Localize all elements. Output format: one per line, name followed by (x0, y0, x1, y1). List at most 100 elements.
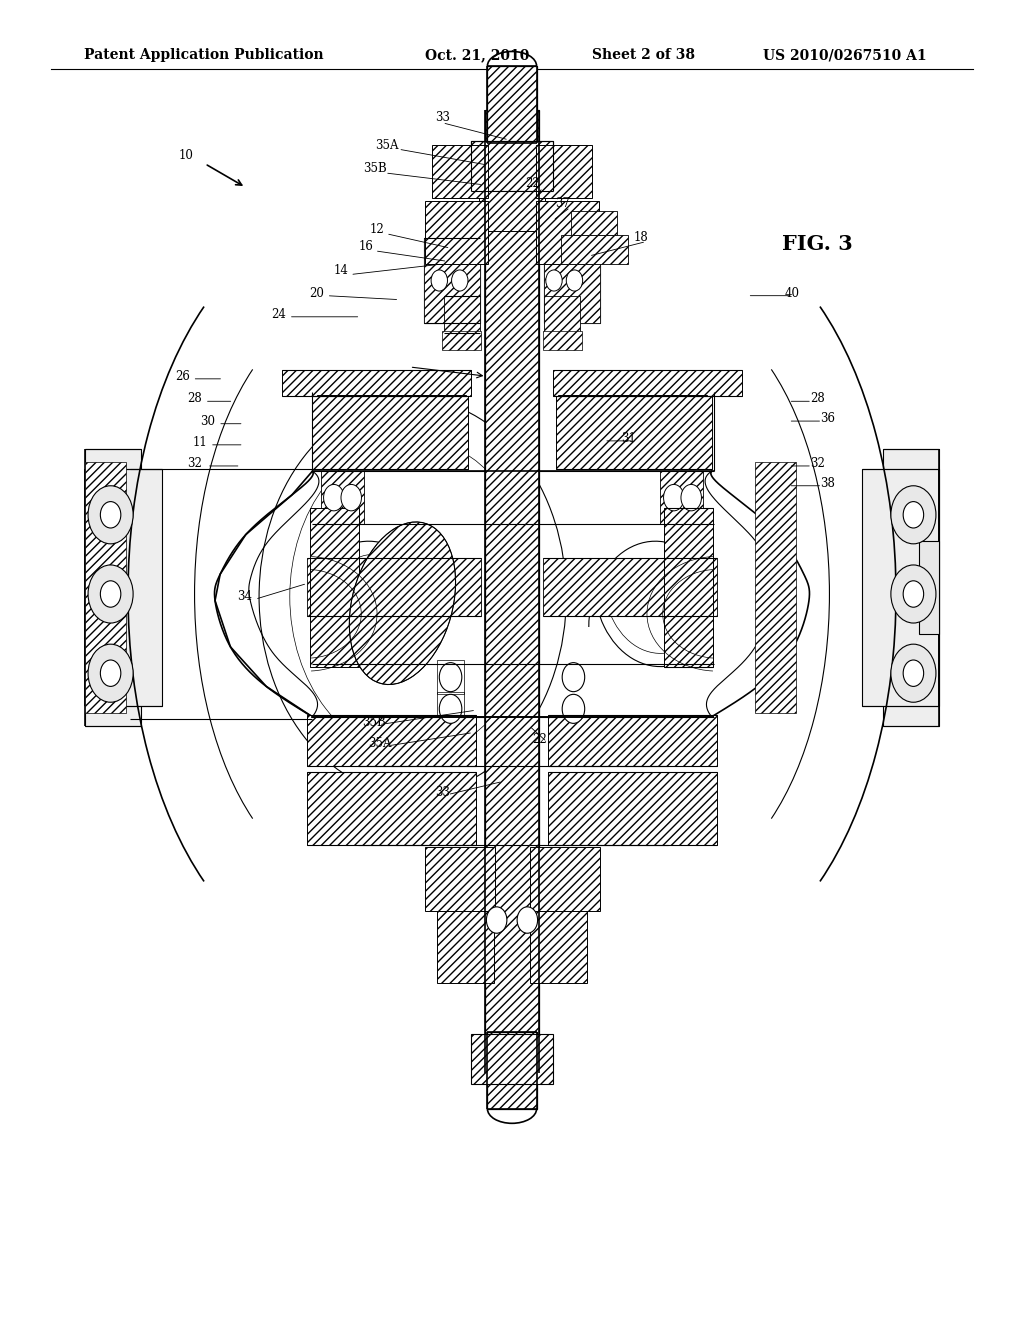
Bar (425, 201, 488, 264)
Text: 28: 28 (187, 392, 202, 405)
Bar (561, 235, 628, 264)
Text: 35A: 35A (376, 139, 398, 152)
Bar (282, 370, 471, 396)
Text: 34: 34 (238, 590, 252, 603)
Bar (471, 141, 553, 191)
Text: 32: 32 (810, 457, 824, 470)
Text: 40: 40 (785, 286, 800, 300)
Text: 36: 36 (820, 412, 835, 425)
Circle shape (903, 660, 924, 686)
Circle shape (324, 484, 344, 511)
Circle shape (891, 486, 936, 544)
Bar (919, 541, 939, 634)
Text: FIG. 3: FIG. 3 (781, 234, 853, 255)
Circle shape (439, 663, 462, 692)
Bar (85, 469, 162, 706)
Bar (307, 715, 476, 766)
Bar (85, 462, 126, 713)
Bar (755, 462, 796, 713)
Text: 24: 24 (271, 308, 286, 321)
Bar (310, 508, 359, 667)
Text: 30: 30 (201, 414, 215, 428)
Bar (862, 469, 939, 706)
Text: 22: 22 (532, 733, 547, 746)
Circle shape (452, 269, 468, 290)
Bar (487, 66, 537, 143)
Bar (536, 201, 599, 264)
Bar (664, 508, 713, 667)
Text: Sheet 2 of 38: Sheet 2 of 38 (592, 49, 695, 62)
Bar (553, 370, 742, 396)
Bar (530, 847, 600, 911)
Text: 31: 31 (622, 432, 636, 445)
Bar (424, 238, 480, 323)
Circle shape (100, 502, 121, 528)
Circle shape (681, 484, 701, 511)
Bar (471, 1034, 553, 1084)
Text: 10: 10 (179, 149, 194, 162)
Bar (544, 296, 580, 333)
Circle shape (100, 581, 121, 607)
Bar (437, 692, 464, 726)
Bar (424, 238, 480, 323)
Text: Patent Application Publication: Patent Application Publication (84, 49, 324, 62)
Text: 28: 28 (810, 392, 824, 405)
Text: 20: 20 (309, 286, 324, 300)
Text: 33: 33 (435, 785, 450, 799)
Bar (660, 471, 703, 524)
Bar (437, 911, 494, 983)
Bar (479, 191, 545, 231)
Bar (437, 660, 464, 694)
Bar (432, 145, 488, 198)
Bar (530, 911, 587, 983)
Bar (307, 558, 481, 616)
Circle shape (517, 907, 538, 933)
Text: 12: 12 (370, 223, 384, 236)
Bar (548, 715, 717, 766)
Circle shape (88, 486, 133, 544)
Bar (548, 772, 717, 845)
Circle shape (439, 694, 462, 723)
Text: 32: 32 (187, 457, 202, 470)
Text: 35B: 35B (361, 715, 386, 729)
Circle shape (88, 565, 133, 623)
Bar (425, 847, 495, 911)
Circle shape (88, 644, 133, 702)
Bar (543, 331, 582, 350)
Text: 37: 37 (555, 197, 569, 210)
Bar (312, 396, 468, 469)
Bar (321, 471, 364, 524)
Bar (442, 331, 481, 350)
Text: 14: 14 (334, 264, 348, 277)
Bar (444, 296, 480, 333)
Bar (317, 395, 466, 432)
Circle shape (903, 581, 924, 607)
Circle shape (562, 694, 585, 723)
Bar (307, 772, 476, 845)
Circle shape (566, 269, 583, 290)
Circle shape (891, 565, 936, 623)
Bar (883, 449, 939, 726)
Circle shape (903, 502, 924, 528)
Text: Oct. 21, 2010: Oct. 21, 2010 (425, 49, 529, 62)
Circle shape (341, 484, 361, 511)
Bar (556, 396, 712, 469)
Bar (536, 145, 592, 198)
Bar (543, 558, 717, 616)
Circle shape (486, 907, 507, 933)
Circle shape (546, 269, 562, 290)
Bar (571, 211, 617, 235)
Bar (544, 238, 600, 323)
Bar (485, 110, 539, 1073)
Bar (487, 1032, 537, 1109)
Bar (558, 395, 707, 432)
Text: 26: 26 (175, 370, 189, 383)
Text: 35A: 35A (369, 737, 391, 750)
Text: 38: 38 (820, 477, 835, 490)
Circle shape (431, 269, 447, 290)
Text: US 2010/0267510 A1: US 2010/0267510 A1 (763, 49, 927, 62)
Text: 22: 22 (525, 177, 540, 190)
Text: 18: 18 (634, 231, 648, 244)
Text: 33: 33 (435, 111, 450, 124)
Ellipse shape (349, 521, 456, 685)
